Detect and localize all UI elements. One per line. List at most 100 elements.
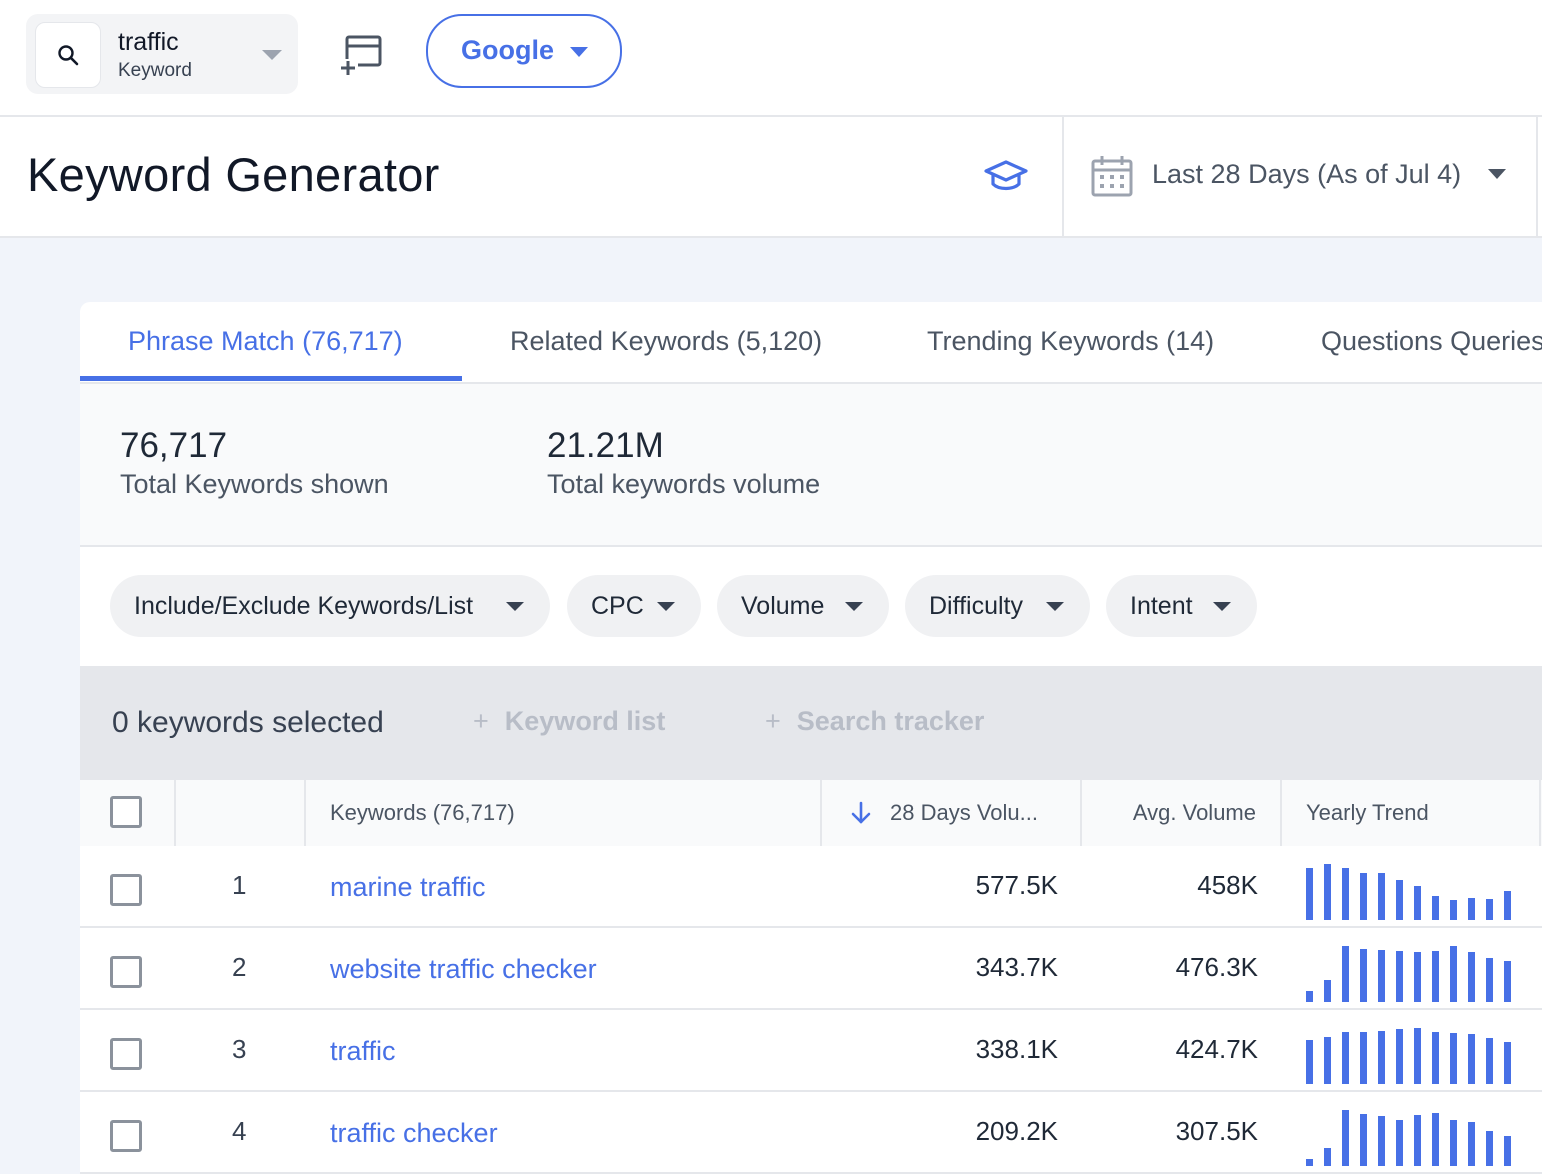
result-tabs: Phrase Match (76,717) Related Keywords (… [80,302,1542,384]
volume-value: 343.7K [975,952,1058,982]
column-header-avg-volume[interactable]: Avg. Volume [1132,800,1256,825]
calendar-icon [1091,156,1133,197]
column-header-keywords[interactable]: Keywords (76,717) [330,800,515,825]
filter-label: Difficulty [929,592,1024,620]
trend-bar [1306,991,1313,1002]
trend-bar [1432,951,1439,1002]
trend-bar [1396,951,1403,1002]
volume-value: 577.5K [975,870,1058,900]
column-header-yearly-trend: Yearly Trend [1306,800,1429,825]
total-volume-value: 21.21M [547,426,664,465]
column-divider [1280,780,1282,846]
row-checkbox[interactable] [110,1120,142,1152]
add-to-keyword-list-button[interactable]: + Keyword list [473,706,665,737]
trend-bar [1360,1032,1367,1084]
graduation-cap-icon[interactable] [983,159,1029,195]
table-header: Keywords (76,717) 28 Days Volu... Avg. V… [80,780,1542,848]
keyword-link[interactable]: traffic checker [330,1118,498,1148]
trend-bar [1450,946,1457,1002]
trend-bar [1324,1037,1331,1084]
keyword-list-label: Keyword list [504,706,666,736]
table-row[interactable]: 4 traffic checker 209.2K 307.5K [80,1092,1542,1174]
trend-bar [1342,1032,1349,1084]
trend-bar [1306,1159,1313,1166]
trend-bar [1414,1115,1421,1166]
avg-volume-value: 307.5K [1175,1116,1258,1146]
keyword-results-card: Phrase Match (76,717) Related Keywords (… [80,302,1542,1174]
trend-bar [1360,873,1367,920]
yearly-trend-chart [1306,1110,1518,1166]
trend-bar [1486,1038,1493,1084]
trend-bar [1468,1034,1475,1084]
table-row[interactable]: 2 website traffic checker 343.7K 476.3K [80,928,1542,1010]
trend-bar [1432,1032,1439,1084]
column-divider [304,780,306,846]
search-icon [58,45,79,66]
search-engine-dropdown[interactable]: Google [426,14,622,88]
filter-volume[interactable]: Volume [717,575,889,637]
trend-bar [1450,1033,1457,1084]
keyword-link[interactable]: traffic [330,1036,396,1066]
date-range-picker[interactable]: Last 28 Days (As of Jul 4) [1062,117,1538,236]
column-header-volume[interactable]: 28 Days Volu... [890,800,1038,825]
trend-bar [1342,868,1349,920]
tab-related-keywords[interactable]: Related Keywords (5,120) [510,326,823,356]
trend-bar [1468,898,1475,920]
engine-label: Google [461,35,554,65]
arrow-down-icon [851,801,871,824]
date-range-label: Last 28 Days (As of Jul 4) [1152,159,1462,189]
row-number: 3 [232,1034,247,1064]
trend-bar [1306,868,1313,920]
row-checkbox[interactable] [110,874,142,906]
top-bar: traffic Keyword Google [0,0,1542,117]
selected-count: 0 keywords selected [112,706,384,739]
trend-bar [1306,1040,1313,1084]
trend-bar [1414,1028,1421,1084]
trend-bar [1504,961,1511,1002]
filter-include-exclude[interactable]: Include/Exclude Keywords/List [110,575,550,637]
add-to-search-tracker-button[interactable]: + Search tracker [765,706,984,737]
trend-bar [1450,900,1457,920]
chevron-down-icon [1488,169,1506,179]
trend-bar [1468,1122,1475,1166]
tab-trending-keywords[interactable]: Trending Keywords (14) [927,326,1215,356]
add-window-icon[interactable] [338,33,384,77]
trend-bar [1414,886,1421,920]
column-divider [174,780,176,846]
chevron-down-icon [1046,602,1064,611]
chevron-down-icon [262,50,282,60]
table-row[interactable]: 1 marine traffic 577.5K 458K [80,846,1542,928]
summary-stats: 76,717 Total Keywords shown 21.21M Total… [80,384,1542,547]
yearly-trend-chart [1306,1028,1518,1084]
trend-bar [1396,1120,1403,1166]
trend-bar [1378,873,1385,920]
trend-bar [1450,1120,1457,1166]
keyword-link[interactable]: website traffic checker [330,954,597,984]
filter-intent[interactable]: Intent [1106,575,1257,637]
keyword-link[interactable]: marine traffic [330,872,486,902]
trend-bar [1378,1116,1385,1166]
tab-phrase-match[interactable]: Phrase Match (76,717) [128,326,403,356]
filter-difficulty[interactable]: Difficulty [905,575,1090,637]
search-term: traffic [118,28,179,56]
total-keywords-label: Total Keywords shown [120,469,389,499]
row-number: 2 [232,952,247,982]
trend-bar [1342,946,1349,1002]
trend-bar [1432,1113,1439,1166]
filter-cpc[interactable]: CPC [567,575,701,637]
select-all-checkbox[interactable] [110,796,142,828]
column-divider [1539,780,1541,846]
trend-bar [1504,1136,1511,1166]
row-checkbox[interactable] [110,1038,142,1070]
chevron-down-icon [845,602,863,611]
table-row[interactable]: 3 traffic 338.1K 424.7K [80,1010,1542,1092]
filter-label: CPC [591,592,644,620]
search-icon-button[interactable] [35,22,101,88]
row-checkbox[interactable] [110,956,142,988]
plus-icon: + [765,706,781,736]
trend-bar [1486,958,1493,1002]
trend-bar [1414,952,1421,1002]
search-tracker-label: Search tracker [796,706,985,736]
keyword-search-selector[interactable]: traffic Keyword [26,14,298,94]
tab-questions-queries[interactable]: Questions Queries [1321,326,1542,356]
